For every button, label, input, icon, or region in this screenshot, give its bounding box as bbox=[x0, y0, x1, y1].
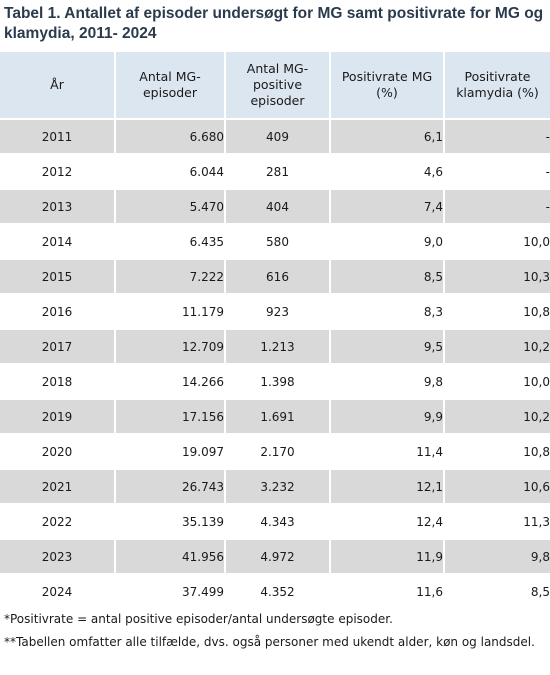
table-row: 2011 6.680 409 6,1- bbox=[0, 118, 550, 153]
year-cell: 2011 bbox=[0, 118, 116, 153]
episodes-cell: 6.044 bbox=[116, 153, 226, 188]
positivrate-klamydia-cell: 10,2 bbox=[445, 398, 550, 433]
table-row: 2020 19.097 2.170 11,4 10,8 bbox=[0, 433, 550, 468]
year-cell: 2015 bbox=[0, 258, 116, 293]
data-table: År Antal MG-episoder Antal MG-positive e… bbox=[0, 52, 550, 608]
positive-episodes-cell: 1.691 bbox=[226, 398, 331, 433]
year-cell: 2013 bbox=[0, 188, 116, 223]
episodes-cell: 41.956 bbox=[116, 538, 226, 573]
positive-episodes-cell: 1.213 bbox=[226, 328, 331, 363]
episodes-cell: 19.097 bbox=[116, 433, 226, 468]
positive-episodes-cell: 4.972 bbox=[226, 538, 331, 573]
positive-episodes-cell: 616 bbox=[226, 258, 331, 293]
positivrate-mg-cell: 8,3 bbox=[331, 293, 445, 328]
table-row: 2019 17.156 1.691 9,9 10,2 bbox=[0, 398, 550, 433]
positivrate-mg-cell: 6,1 bbox=[331, 118, 445, 153]
table-body: 2011 6.680 409 6,1-2012 6.044 281 4,6-2013 5.47… bbox=[0, 118, 550, 608]
episodes-cell: 14.266 bbox=[116, 363, 226, 398]
header-year: År bbox=[0, 52, 116, 118]
positive-episodes-cell: 4.343 bbox=[226, 503, 331, 538]
episodes-cell: 37.499 bbox=[116, 573, 226, 608]
table-row: 2023 41.956 4.972 11,9 9,8 bbox=[0, 538, 550, 573]
year-cell: 2016 bbox=[0, 293, 116, 328]
header-positivrate-klamydia: Positivrate klamydia (%) bbox=[445, 52, 550, 118]
year-cell: 2018 bbox=[0, 363, 116, 398]
header-row: År Antal MG-episoder Antal MG-positive e… bbox=[0, 52, 550, 118]
year-cell: 2014 bbox=[0, 223, 116, 258]
episodes-cell: 26.743 bbox=[116, 468, 226, 503]
footnote-positivrate: *Positivrate = antal positive episoder/a… bbox=[4, 612, 393, 626]
episodes-cell: 12.709 bbox=[116, 328, 226, 363]
positivrate-klamydia-cell: 11,3 bbox=[445, 503, 550, 538]
positivrate-klamydia-cell: - bbox=[445, 153, 550, 188]
year-cell: 2024 bbox=[0, 573, 116, 608]
positivrate-mg-cell: 9,9 bbox=[331, 398, 445, 433]
table-row: 2022 35.139 4.343 12,4 11,3 bbox=[0, 503, 550, 538]
positivrate-klamydia-cell: 8,5 bbox=[445, 573, 550, 608]
table-row: 2021 26.743 3.232 12,1 10,6 bbox=[0, 468, 550, 503]
positivrate-mg-cell: 8,5 bbox=[331, 258, 445, 293]
positivrate-klamydia-cell: 10,2 bbox=[445, 328, 550, 363]
positivrate-mg-cell: 9,8 bbox=[331, 363, 445, 398]
positivrate-mg-cell: 11,9 bbox=[331, 538, 445, 573]
table-row: 2015 7.222 616 8,5 10,3 bbox=[0, 258, 550, 293]
episodes-cell: 35.139 bbox=[116, 503, 226, 538]
positivrate-mg-cell: 12,4 bbox=[331, 503, 445, 538]
footnote-scope: **Tabellen omfatter alle tilfælde, dvs. … bbox=[4, 635, 535, 649]
positive-episodes-cell: 409 bbox=[226, 118, 331, 153]
episodes-cell: 6.680 bbox=[116, 118, 226, 153]
positive-episodes-cell: 4.352 bbox=[226, 573, 331, 608]
positivrate-mg-cell: 11,4 bbox=[331, 433, 445, 468]
year-cell: 2020 bbox=[0, 433, 116, 468]
positive-episodes-cell: 2.170 bbox=[226, 433, 331, 468]
positivrate-klamydia-cell: - bbox=[445, 188, 550, 223]
positivrate-klamydia-cell: 10,0 bbox=[445, 223, 550, 258]
positive-episodes-cell: 3.232 bbox=[226, 468, 331, 503]
positivrate-klamydia-cell: 10,8 bbox=[445, 293, 550, 328]
positive-episodes-cell: 281 bbox=[226, 153, 331, 188]
positivrate-klamydia-cell: 10,8 bbox=[445, 433, 550, 468]
positivrate-mg-cell: 4,6 bbox=[331, 153, 445, 188]
header-episodes: Antal MG-episoder bbox=[116, 52, 226, 118]
table-row: 2018 14.266 1.398 9,8 10,0 bbox=[0, 363, 550, 398]
episodes-cell: 7.222 bbox=[116, 258, 226, 293]
table-title: Tabel 1. Antallet af episoder undersøgt … bbox=[4, 5, 544, 42]
year-cell: 2019 bbox=[0, 398, 116, 433]
positivrate-klamydia-cell: 9,8 bbox=[445, 538, 550, 573]
positivrate-mg-cell: 7,4 bbox=[331, 188, 445, 223]
table-row: 2016 11.179 923 8,3 10,8 bbox=[0, 293, 550, 328]
positivrate-klamydia-cell: 10,6 bbox=[445, 468, 550, 503]
year-cell: 2023 bbox=[0, 538, 116, 573]
year-cell: 2012 bbox=[0, 153, 116, 188]
episodes-cell: 11.179 bbox=[116, 293, 226, 328]
positivrate-mg-cell: 9,0 bbox=[331, 223, 445, 258]
table-row: 2013 5.470 404 7,4- bbox=[0, 188, 550, 223]
table-row: 2012 6.044 281 4,6- bbox=[0, 153, 550, 188]
episodes-cell: 5.470 bbox=[116, 188, 226, 223]
positive-episodes-cell: 580 bbox=[226, 223, 331, 258]
episodes-cell: 6.435 bbox=[116, 223, 226, 258]
year-cell: 2021 bbox=[0, 468, 116, 503]
positivrate-klamydia-cell: 10,3 bbox=[445, 258, 550, 293]
positivrate-klamydia-cell: - bbox=[445, 118, 550, 153]
positivrate-mg-cell: 11,6 bbox=[331, 573, 445, 608]
table-row: 2017 12.709 1.213 9,5 10,2 bbox=[0, 328, 550, 363]
positive-episodes-cell: 404 bbox=[226, 188, 331, 223]
year-cell: 2022 bbox=[0, 503, 116, 538]
table-row: 2024 37.499 4.352 11,6 8,5 bbox=[0, 573, 550, 608]
year-cell: 2017 bbox=[0, 328, 116, 363]
footnotes: *Positivrate = antal positive episoder/a… bbox=[4, 611, 544, 657]
header-positivrate-mg: Positivrate MG (%) bbox=[331, 52, 445, 118]
episodes-cell: 17.156 bbox=[116, 398, 226, 433]
header-positive-episodes: Antal MG-positive episoder bbox=[226, 52, 331, 118]
positivrate-klamydia-cell: 10,0 bbox=[445, 363, 550, 398]
table-row: 2014 6.435 580 9,0 10,0 bbox=[0, 223, 550, 258]
positive-episodes-cell: 1.398 bbox=[226, 363, 331, 398]
positivrate-mg-cell: 12,1 bbox=[331, 468, 445, 503]
positive-episodes-cell: 923 bbox=[226, 293, 331, 328]
positivrate-mg-cell: 9,5 bbox=[331, 328, 445, 363]
